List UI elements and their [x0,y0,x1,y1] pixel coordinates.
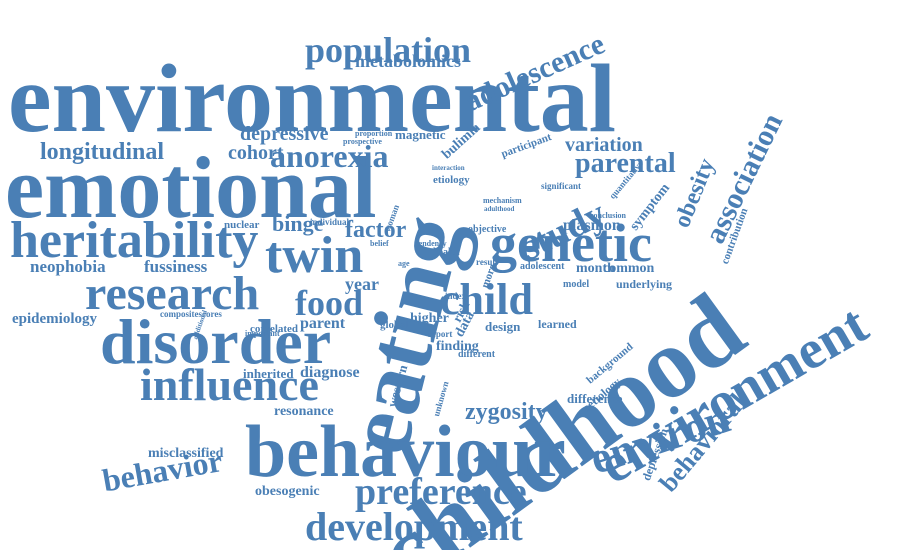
word-disorder: disorder [100,306,332,377]
word-nuclear: nuclear [224,219,260,231]
word-misclassified: misclassified [148,446,224,461]
word-result: result [476,257,498,267]
word-obesogenic: obesogenic [255,484,320,499]
word-preference: preference [355,471,527,513]
word-longitudinal: longitudinal [40,139,165,165]
word-parent: parent [300,315,346,332]
word-diagnose: diagnose [300,364,360,381]
word-inherited: inherited [243,366,294,381]
word-learned: learned [538,317,577,331]
word-plasmon: plasmon [563,217,621,234]
word-behaviour: behaviour [245,411,566,493]
word-underlying: underlying [616,277,673,291]
word-different: different [458,349,496,360]
word-metabolomics: metabolomics [355,51,461,71]
word-prospective: prospective [343,137,382,146]
word-resonance: resonance [274,404,334,419]
word-common: common [603,261,655,276]
word-finding: finding [436,339,479,354]
word-compositescores: compositescores [160,309,222,319]
word-epidemiology: epidemiology [12,311,97,327]
word-difference: difference [567,391,623,406]
word-proportion: proportion [355,129,393,138]
word-etiology: etiology [433,174,470,186]
word-genetic: genetic [490,213,652,273]
word-individual: individual [310,217,350,227]
word-neophobia: neophobia [30,257,106,276]
word-depressive: depressive [240,123,329,145]
word-health: health [433,247,460,258]
word-zygosity: zygosity [465,399,548,425]
word-mechanism: mechanism [483,196,522,205]
word-model: model [563,279,590,290]
word-index: index [445,291,467,301]
word-environmental: environmental [8,45,616,153]
word-design: design [485,319,521,334]
word-correlated: correlated [250,323,299,335]
word-month: month [576,261,615,276]
word-cohort: cohort [228,142,284,164]
word-population: population [305,30,472,70]
word-report: report [428,329,453,339]
word-adolescent: adolescent [520,261,565,272]
word-development: development [305,504,523,549]
word-conclusion: conclusion [590,211,627,220]
word-parental: parental [575,148,676,179]
word-food: food [295,283,364,323]
word-emotional: emotional [5,140,377,237]
word-age: age [398,259,410,268]
word-higher: higher [410,311,449,326]
word-tendency: tendency [416,239,447,248]
word-child: child [440,275,533,324]
word-important: important [245,329,280,338]
word-twin: twin [265,227,364,284]
word-heritability: heritability [10,212,259,269]
word-significant: significant [541,181,582,191]
word-variation: variation [565,134,643,156]
word-fussiness: fussiness [144,257,208,276]
word-interaction: interaction [432,164,465,172]
word-factor: factor [345,217,407,243]
word-influence: influence [140,359,319,410]
word-objective: objective [468,224,507,235]
word-global: global [380,319,409,331]
word-adulthood: adulthood [484,205,515,213]
word-anorexia: anorexia [270,138,389,174]
word-belief: belief [370,239,389,248]
word-research: research [85,267,260,320]
word-binge: binge [272,211,324,236]
word-year: year [345,274,379,294]
word-magnetic: magnetic [395,127,446,142]
